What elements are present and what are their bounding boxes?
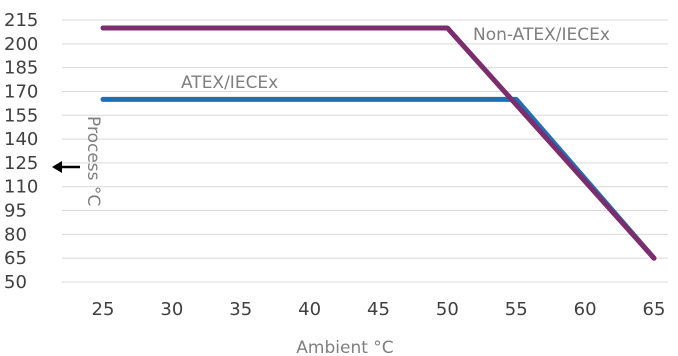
series-label-non-atex-iecex: Non-ATEX/IECEx (473, 25, 610, 45)
gridlines (62, 19, 668, 283)
series-label-atex-iecex: ATEX/IECEx (181, 73, 278, 93)
x-tick-label: 65 (643, 299, 666, 320)
y-tick-label: 110 (4, 177, 38, 198)
x-tick-label: 25 (92, 299, 115, 320)
y-tick-label: 80 (4, 224, 27, 245)
x-tick-label: 60 (574, 299, 597, 320)
x-tick-label: 30 (160, 299, 183, 320)
left-arrow-icon (52, 161, 80, 173)
y-axis-title: Process °C (83, 116, 103, 206)
y-tick-label: 125 (4, 153, 38, 174)
y-tick-label: 185 (4, 58, 38, 79)
x-tick-label: 35 (229, 299, 252, 320)
x-tick-label: 55 (505, 299, 528, 320)
x-axis-title: Ambient °C (296, 338, 393, 356)
y-tick-label: 95 (4, 201, 27, 222)
y-tick-label: 200 (4, 34, 38, 55)
series-lines (100, 25, 657, 261)
y-tick-label: 155 (4, 105, 38, 126)
y-tick-label: 170 (4, 81, 38, 102)
y-tick-label: 215 (4, 10, 38, 31)
x-tick-label: 40 (298, 299, 321, 320)
y-tick-label: 50 (4, 272, 27, 293)
y-tick-label: 65 (4, 248, 27, 269)
x-tick-label: 45 (367, 299, 390, 320)
x-tick-label: 50 (436, 299, 459, 320)
y-tick-label: 140 (4, 129, 38, 150)
series-line-non-atex-iecex (100, 25, 657, 261)
x-tick-labels: 25 30 35 40 45 50 55 60 65 (92, 299, 666, 320)
